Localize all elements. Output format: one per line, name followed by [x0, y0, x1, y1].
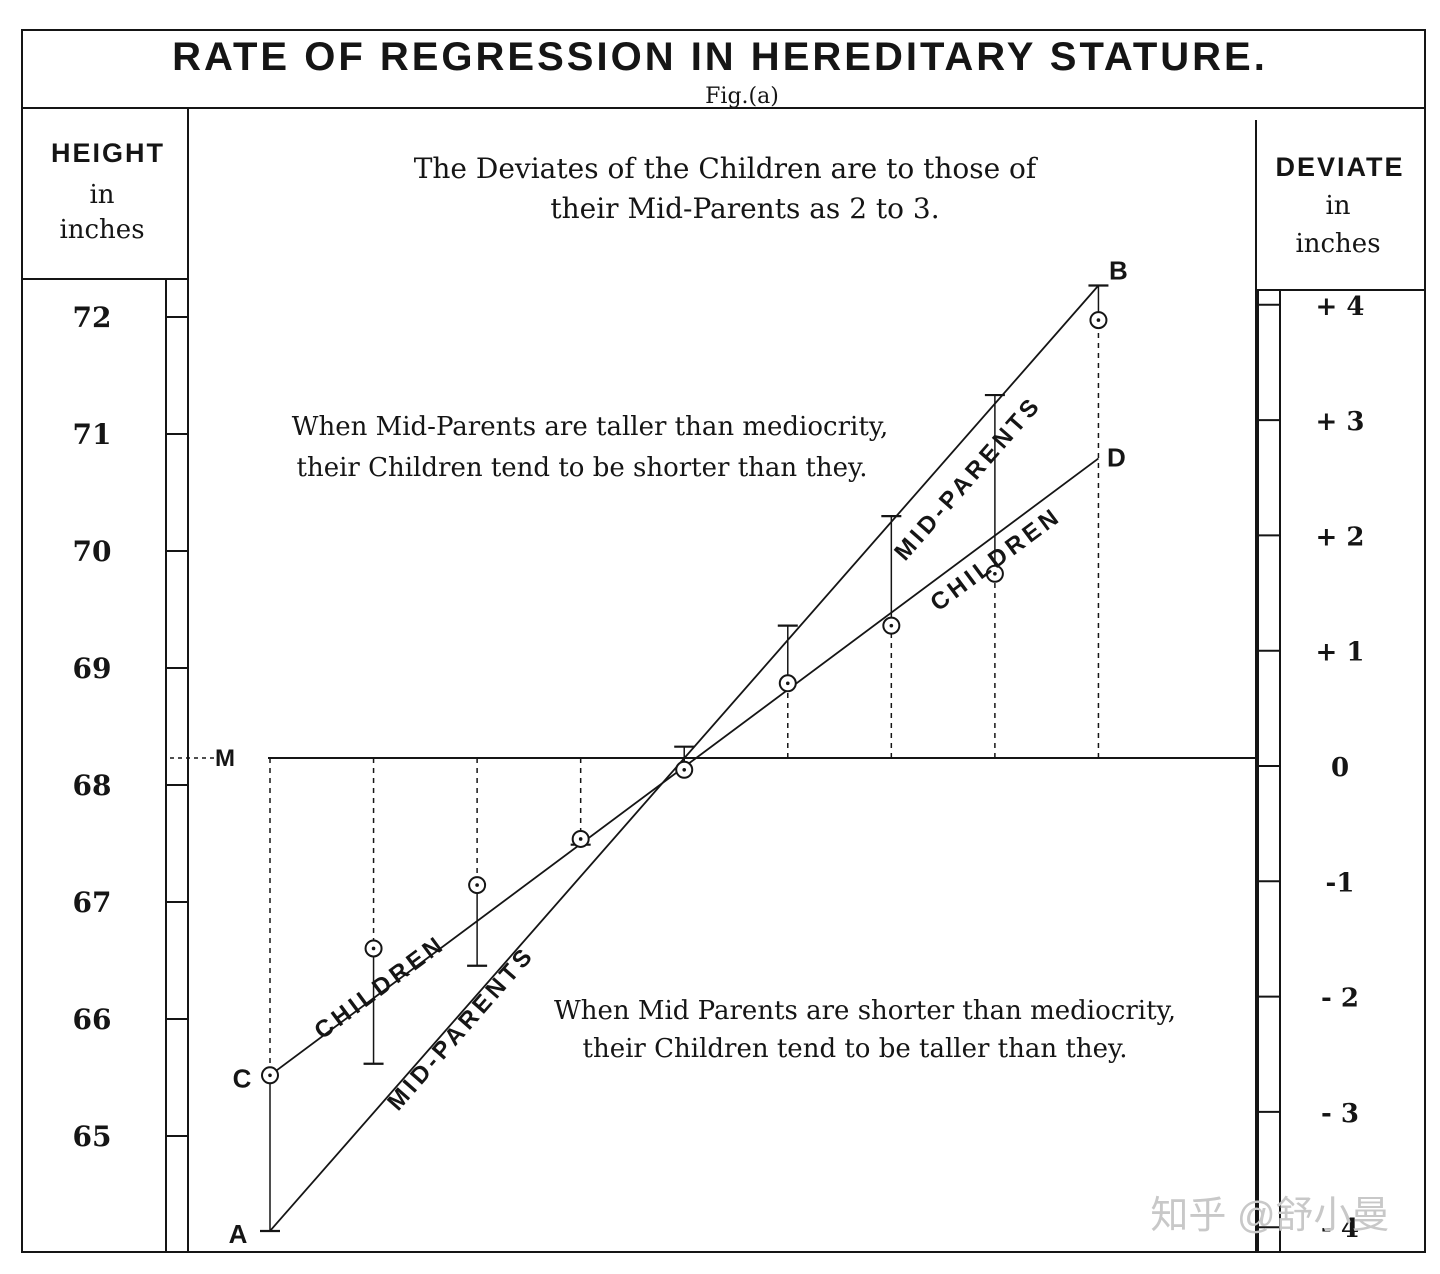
left-axis-sub1: in	[89, 180, 114, 210]
right-tick-label-5: -1	[1326, 868, 1355, 898]
left-tick-label-65: 65	[73, 1120, 112, 1153]
point-label-d: D	[1107, 442, 1126, 472]
right-axis-sub1: in	[1325, 191, 1350, 221]
watermark: 知乎 @舒小曼	[1150, 1195, 1389, 1237]
left-axis-sub2: inches	[59, 215, 144, 245]
right-tick-label-0: + 4	[1316, 292, 1365, 322]
right-tick-label-6: - 2	[1321, 984, 1359, 1014]
children-point-dot-4	[578, 837, 583, 841]
right-tick-label-4: 0	[1331, 753, 1349, 783]
ratio-note-line1: The Deviates of the Children are to thos…	[414, 152, 1039, 185]
point-label-a: A	[229, 1219, 248, 1249]
line-mid-parents	[269, 284, 1100, 1232]
left-tick-label-72: 72	[73, 301, 112, 334]
left-axis-header: HEIGHT	[51, 138, 165, 168]
deviate-verticals	[269, 285, 1100, 1231]
left-tick-label-67: 67	[73, 886, 112, 919]
right-tick-label-8: - 4	[1321, 1214, 1359, 1244]
right-axis-ticks: + 4 + 3 + 2 + 1 0 -1 - 2 - 3 - 4	[1258, 292, 1364, 1244]
outer-frame	[21, 29, 1426, 1253]
children-point-dot-6	[785, 681, 790, 686]
left-tick-label-69: 69	[73, 652, 112, 685]
chart-subtitle: Fig.(a)	[705, 84, 779, 109]
right-axis-sub2: inches	[1295, 229, 1380, 259]
children-point-dot-2	[371, 946, 376, 951]
left-tick-label-66: 66	[73, 1003, 112, 1036]
right-tick-label-7: - 3	[1321, 1099, 1359, 1129]
right-axis-header: DEVIATE	[1275, 152, 1404, 182]
taller-note-line2: their Children tend to be shorter than t…	[297, 453, 868, 483]
children-point-dot-3	[475, 883, 479, 887]
mediocrity-label: M	[215, 745, 235, 772]
children-point-dot-9	[1096, 318, 1101, 322]
chart-title: RATE OF REGRESSION IN HEREDITARY STATURE…	[172, 35, 1268, 79]
left-tick-label-70: 70	[73, 535, 112, 568]
right-tick-label-1: + 3	[1316, 407, 1365, 437]
children-point-dot-5	[682, 767, 687, 772]
left-tick-label-71: 71	[73, 418, 112, 451]
left-tick-label-68: 68	[73, 769, 112, 802]
shorter-note-line2: their Children tend to be taller than th…	[583, 1034, 1128, 1064]
right-tick-label-3: + 1	[1316, 638, 1365, 668]
children-point-dot-8	[993, 571, 997, 576]
taller-note-line1: When Mid-Parents are taller than mediocr…	[292, 412, 889, 442]
point-label-b: B	[1109, 256, 1128, 286]
children-point-dot-7	[889, 623, 894, 628]
right-tick-label-2: + 2	[1316, 522, 1365, 552]
data-markers	[260, 284, 1109, 1233]
point-label-c: C	[233, 1063, 252, 1093]
children-point-dot-1	[268, 1073, 272, 1078]
shorter-note-line1: When Mid Parents are shorter than medioc…	[554, 996, 1176, 1026]
ratio-note-line2: their Mid-Parents as 2 to 3.	[550, 192, 939, 225]
left-axis-ticks: 72 71 70 69 68 67 66 65	[73, 301, 188, 1153]
